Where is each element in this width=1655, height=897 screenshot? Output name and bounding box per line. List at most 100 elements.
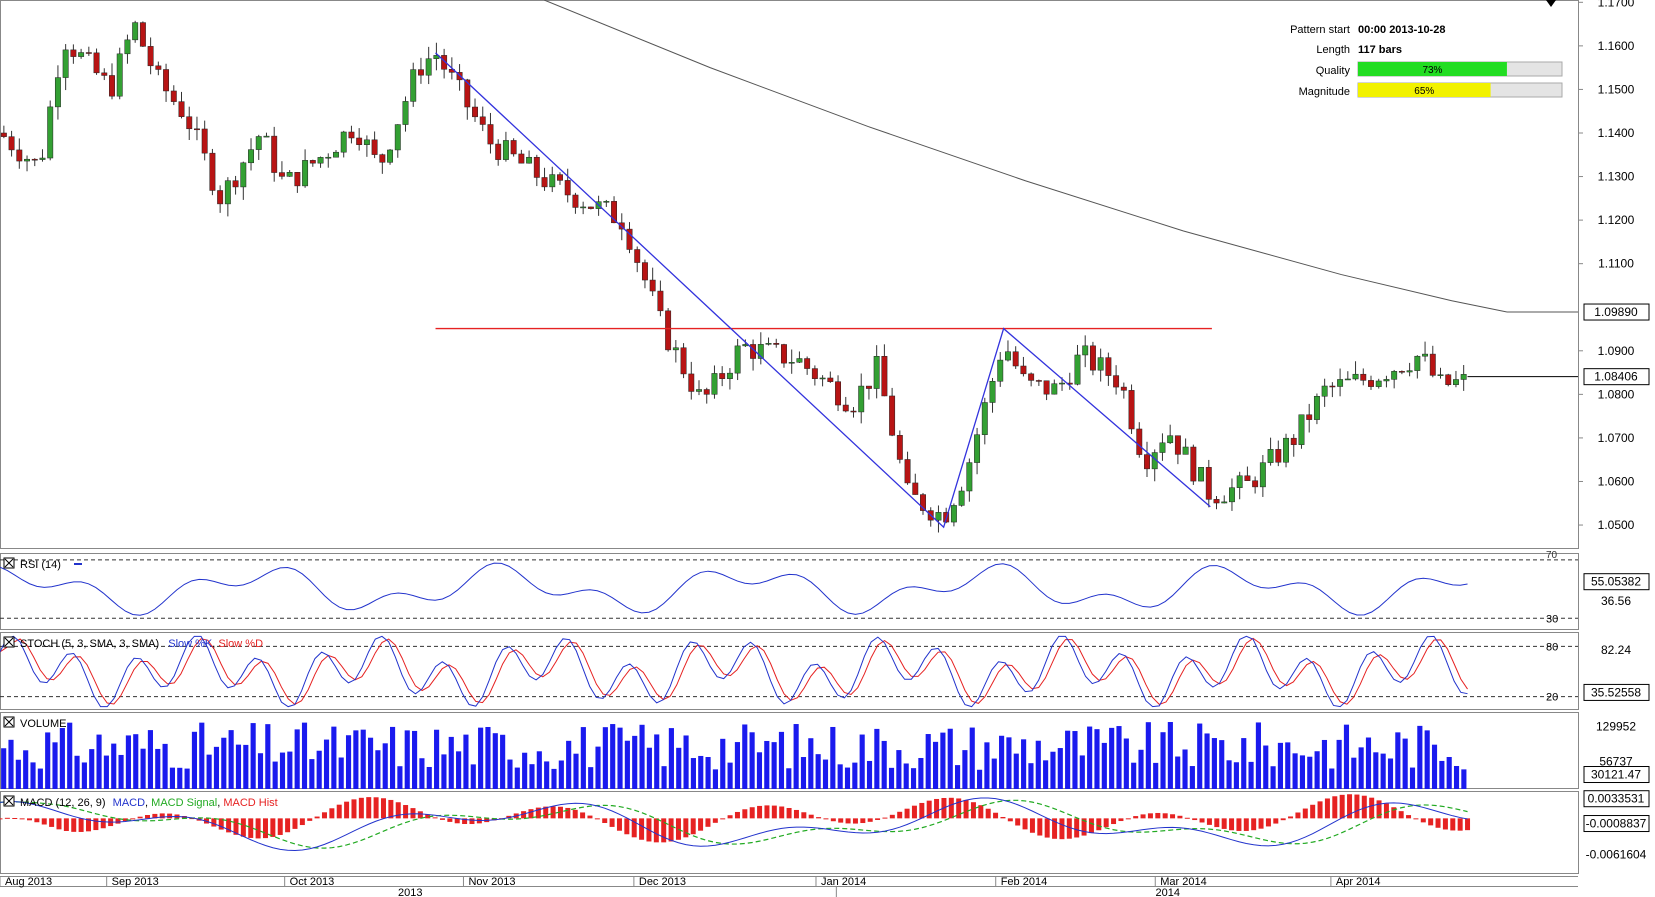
volume-bar	[1189, 766, 1195, 789]
macd-hist-bar	[1265, 818, 1271, 827]
macd-hist-bar	[698, 818, 704, 831]
macd-hist-bar	[690, 818, 696, 835]
volume-bar	[1013, 753, 1019, 789]
candle-body	[974, 434, 981, 463]
macd-hist-bar	[1118, 818, 1124, 822]
volume-bar	[1050, 751, 1056, 789]
macd-hist-bar	[167, 813, 173, 819]
month-label: Apr 2014	[1336, 876, 1381, 888]
price-tick-label: 1.1100	[1598, 257, 1634, 271]
volume-bar	[639, 724, 645, 789]
magnitude-bar-fill	[1358, 83, 1491, 97]
volume-bar	[1248, 761, 1254, 789]
volume-bar	[221, 737, 227, 789]
macd-hist-bar	[152, 813, 158, 819]
volume-bar	[235, 744, 242, 789]
macd-hist-bar	[1214, 818, 1220, 828]
macd-hist-bar	[572, 809, 578, 819]
macd-hist-bar	[1369, 797, 1375, 819]
macd-hist-bar	[757, 805, 763, 819]
rsi-value-label: 55.05382	[1591, 575, 1641, 589]
macd-hist-bar	[93, 818, 99, 831]
macd-hist-bar	[41, 818, 47, 825]
candle-body	[711, 373, 718, 395]
macd-hist-bar	[911, 805, 917, 819]
volume-bar	[389, 726, 396, 789]
macd-hist-bar	[454, 818, 460, 824]
macd-hist-bar	[956, 798, 962, 819]
candle-body	[1337, 379, 1344, 387]
price-tick-label: 1.1400	[1598, 126, 1635, 140]
quality-value: 73%	[1422, 65, 1442, 76]
volume-bar	[1395, 732, 1401, 789]
macd-hist-bar	[1465, 818, 1471, 831]
macd-hist-bar	[1155, 812, 1161, 819]
volume-bar	[837, 764, 843, 789]
volume-tick-label: 56737	[1599, 755, 1633, 769]
volume-bar	[1255, 722, 1261, 789]
collapse-arrow-icon[interactable]	[1546, 0, 1556, 7]
volume-bar	[1380, 753, 1386, 789]
price-tick-label: 1.1300	[1598, 170, 1635, 184]
candle-body	[170, 90, 177, 102]
volume-bar	[888, 767, 895, 789]
length-label: Length	[1316, 44, 1350, 56]
macd-hist-bar	[926, 800, 932, 819]
macd-hist-bar	[793, 809, 799, 819]
macd-hist-bar	[1000, 816, 1006, 819]
macd-hist-bar	[816, 817, 822, 819]
candle-body	[804, 358, 811, 369]
macd-hist-bar	[845, 818, 851, 824]
volume-bar	[434, 729, 440, 789]
signal-value-box	[1583, 815, 1650, 833]
macd-hist-bar	[115, 818, 121, 824]
stoch-k-legend: Slow %K	[168, 638, 213, 650]
candle-body	[1445, 374, 1452, 385]
volume-bar	[1277, 742, 1283, 789]
price-grid	[1467, 311, 1578, 378]
macd-hist-bar	[808, 814, 814, 819]
macd-hist-bar	[1251, 818, 1257, 831]
macd-hist-bar	[1170, 814, 1176, 819]
volume-bar	[749, 732, 755, 789]
candle-body	[904, 459, 911, 484]
macd-hist-bar	[218, 818, 224, 830]
candle-body	[1020, 365, 1027, 375]
candle-body	[1453, 379, 1459, 385]
candle-body	[85, 52, 92, 54]
macd-hist-bar	[1133, 816, 1139, 819]
macd-hist-bar	[49, 818, 55, 827]
volume-bar	[74, 755, 80, 789]
candle-body	[1120, 386, 1127, 391]
candle-body	[348, 131, 355, 139]
macd-hist-bar	[1221, 818, 1227, 829]
candle-body	[1074, 354, 1081, 385]
volume-bar	[1424, 730, 1430, 789]
stoch-close-cross	[4, 637, 14, 647]
volume-bar	[301, 722, 308, 789]
last-price-marker: 1.08406	[1583, 368, 1650, 386]
pattern-info: Pattern start 00:00 2013-10-28 Length 11…	[1290, 24, 1563, 98]
volume-bar	[125, 735, 131, 789]
year-labels: 2013 2014	[398, 886, 1180, 897]
macd-hist-bar	[19, 818, 25, 820]
year-label: 2013	[398, 887, 422, 897]
candle-body	[387, 149, 394, 163]
stoch-title: STOCH (5, 3, SMA, 3, SMA)	[20, 638, 159, 650]
macd-hist-bar	[410, 808, 416, 819]
stoch-tick-label: 80	[1546, 641, 1558, 653]
macd-hist-bar	[329, 808, 335, 819]
macd-hist-bar	[838, 818, 844, 823]
month-label: Mar 2014	[1160, 876, 1206, 888]
candle-body	[680, 347, 687, 375]
macd-hist-bar	[830, 818, 836, 822]
volume-bar	[45, 732, 51, 789]
stoch-value-label: 35.52558	[1591, 685, 1641, 699]
candle-body	[842, 404, 849, 412]
volume-bar	[514, 767, 520, 789]
volume-bar	[1351, 757, 1357, 789]
macd-hist-bar	[557, 806, 563, 819]
candle-body	[611, 201, 618, 224]
volume-bar	[1160, 732, 1166, 789]
macd-hist-bar	[852, 818, 858, 824]
